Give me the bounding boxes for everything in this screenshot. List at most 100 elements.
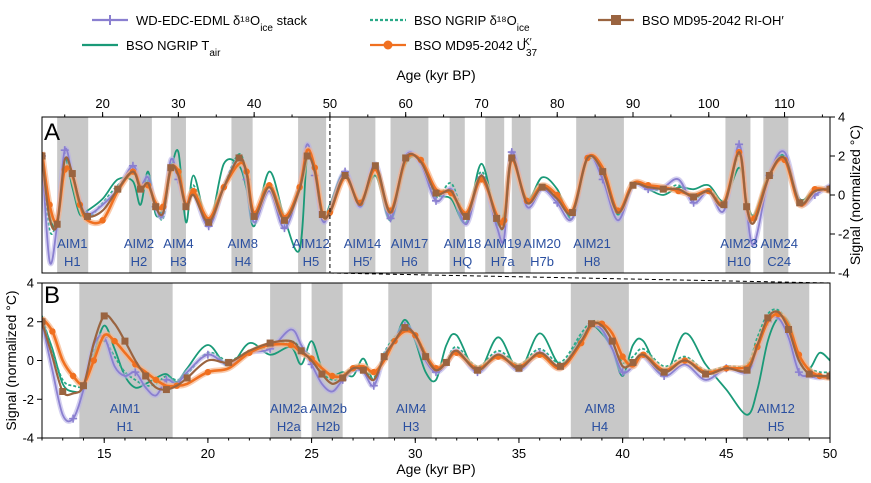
- panel-a-event-sublabel-6: H6: [401, 254, 418, 269]
- panel-b-point-wd-15: [203, 350, 212, 359]
- panel-a-band-12: [763, 117, 789, 273]
- panel-a-event-label-3: AIM8: [228, 236, 258, 251]
- panel-a-y-tick-label-3: 2: [838, 149, 845, 164]
- panel-b-point-ri-54: [764, 314, 772, 322]
- panel-b-y-axis: -4 -2 0 2 4 Signal (normalized °C): [3, 276, 42, 446]
- panel-a-bands: [57, 117, 789, 273]
- panel-b-band-1: [270, 283, 302, 438]
- panel-a-point-ri-48: [599, 168, 607, 176]
- panel-b-point-ri-10: [142, 372, 150, 380]
- panel-a-x-tick-label-2: 40: [247, 96, 261, 111]
- panel-b-point-uk-19: [287, 341, 295, 349]
- panel-a-y-tick-label-4: 4: [838, 110, 845, 125]
- panel-b-event-sublabel-1: H2a: [277, 419, 302, 434]
- panel-a-x-axis-label: Age (kyr BP): [396, 67, 475, 83]
- panel-a-x-tick-label-9: 110: [774, 96, 795, 111]
- panel-b-point-ri-16: [225, 358, 233, 366]
- panel-a-point-wd-57: [735, 140, 744, 149]
- panel-a-point-ri-26: [303, 152, 311, 160]
- legend-label-ngo: BSO NGRIP δ¹⁸Oice: [414, 13, 530, 34]
- panel-a-event-label-7: AIM18: [444, 236, 482, 251]
- panel-a-point-ri-46: [568, 209, 576, 217]
- panel-a-point-ri-30: [341, 172, 349, 179]
- panel-a-event-label-9: AIM20: [523, 236, 561, 251]
- panel-a-point-ri-52: [659, 185, 667, 193]
- panel-a-point-ri-10: [137, 185, 144, 193]
- panel-a-point-ri-40: [493, 214, 501, 222]
- panel-b-point-ri-60: [826, 372, 830, 380]
- panel-b-point-ri-48: [660, 368, 668, 376]
- panel-a-point-ri-32: [371, 162, 379, 170]
- panel-a-point-ri-64: [826, 185, 830, 193]
- panel-b-event-sublabel-3: H3: [403, 419, 420, 434]
- panel-a-event-sublabel-11: H10: [727, 254, 751, 269]
- panel-b-event-sublabel-0: H1: [117, 419, 134, 434]
- panel-a: 20 30 40 50 60 70 80 90 100 110 Age (kyr BP) -4 -2 0 2…: [41, 67, 863, 281]
- panel-a-event-sublabel-8: H7a: [491, 254, 516, 269]
- panel-a-point-ri-2: [53, 220, 61, 228]
- panel-b-point-ri-34: [442, 358, 450, 366]
- panel-b-point-ri-50: [702, 370, 710, 378]
- panel-b-y-tick-label-0: -4: [22, 431, 34, 446]
- legend-marker-uk: [383, 40, 393, 50]
- panel-a-event-label-8: AIM19: [484, 236, 522, 251]
- panel-a-point-uk-7: [99, 217, 106, 224]
- panel-b-events: AIM1 H1 AIM2a H2a AIM2b H2b AIM4 H3 AIM8 H4 AIM12 H…: [110, 401, 795, 434]
- panel-b-x-tick-label-2: 25: [304, 446, 318, 461]
- panel-a-event-label-6: AIM17: [391, 236, 429, 251]
- panel-a-event-sublabel-4: H5: [303, 254, 320, 269]
- panel-b-event-label-3: AIM4: [396, 401, 426, 416]
- panel-a-event-label-4: AIM12: [292, 236, 330, 251]
- legend-item-ri: BSO MD95-2042 RI-OH′: [598, 13, 784, 28]
- panel-a-event-label-1: AIM2: [124, 236, 154, 251]
- panel-a-point-uk-17: [190, 187, 197, 195]
- panel-a-point-ri-38: [462, 212, 470, 220]
- panel-a-x-tick-label-3: 50: [323, 96, 337, 111]
- panel-b-point-ri-52: [743, 366, 751, 374]
- panel-a-point-ri-0: [42, 152, 46, 160]
- panel-b-point-ri-6: [100, 312, 108, 320]
- panel-b-point-uk-27: [370, 368, 377, 376]
- panel-a-point-ri-16: [182, 203, 190, 211]
- panel-b-point-ri-2: [59, 388, 67, 395]
- panel-b-point-ri-0: [42, 318, 46, 326]
- panel-b-point-wd-45: [618, 368, 627, 377]
- panel-b-x-tick-label-0: 15: [97, 446, 111, 461]
- panel-a-point-ri-28: [318, 211, 326, 218]
- panel-a-x-tick-label-8: 100: [698, 96, 720, 111]
- panel-a-events: AIM1 H1 AIM2 H2 AIM4 H3 AIM8 H4 AIM12 H5 AIM14 H5′ A…: [57, 236, 798, 269]
- zoom-guide-line: [329, 272, 831, 284]
- panel-a-point-ri-60: [765, 172, 773, 179]
- panel-b-y-tick-label-3: 2: [27, 314, 34, 329]
- panel-a-event-sublabel-0: H1: [64, 254, 81, 269]
- panel-a-x-tick-label-0: 20: [95, 96, 109, 111]
- panel-a-event-sublabel-10: H8: [584, 254, 601, 269]
- panel-a-point-wd-3: [60, 146, 69, 155]
- panel-b-event-label-4: AIM8: [585, 401, 615, 416]
- legend: WD-EDC-EDML δ¹⁸Oice stack BSO NGRIP δ¹⁸Oi…: [82, 13, 784, 59]
- panel-b-point-ri-44: [608, 337, 616, 345]
- panel-b-event-sublabel-4: H4: [592, 419, 609, 434]
- panel-b-event-sublabel-5: H5: [768, 419, 785, 434]
- panel-a-x-tick-label-6: 80: [550, 96, 564, 111]
- panel-b-event-sublabel-2: H2b: [316, 419, 340, 434]
- legend-label-uk: BSO MD95-2042 U37K′: [414, 37, 538, 59]
- panel-b-point-uk-3: [69, 372, 77, 380]
- panel-b-point-uk-45: [619, 353, 626, 360]
- panel-a-point-ri-8: [114, 185, 122, 193]
- legend-item-wd: WD-EDC-EDML δ¹⁸Oice stack: [92, 13, 307, 34]
- panel-a-event-label-12: AIM24: [760, 236, 798, 251]
- panel-b-event-label-5: AIM12: [757, 401, 795, 416]
- panel-a-x-tick-label-7: 90: [626, 96, 640, 111]
- panel-b-x-tick-label-7: 50: [823, 446, 837, 461]
- panel-a-y-tick-label-0: -4: [838, 266, 850, 281]
- legend-marker-ri: [611, 15, 621, 25]
- panel-b-point-ri-14: [183, 374, 191, 382]
- legend-label-nta: BSO NGRIP Tair: [126, 38, 221, 59]
- panel-a-event-label-11: AIM23: [720, 236, 758, 251]
- panel-a-event-sublabel-7: HQ: [453, 254, 473, 269]
- panel-b-x-tick-label-6: 45: [719, 446, 733, 461]
- panel-b-point-ri-18: [266, 339, 274, 347]
- panel-b-point-ri-20: [297, 347, 305, 355]
- panel-a-event-sublabel-12: C24: [767, 254, 791, 269]
